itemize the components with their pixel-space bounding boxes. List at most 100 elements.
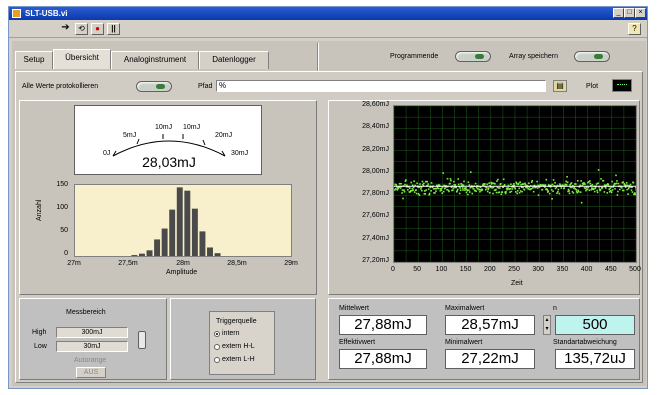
scatter-point	[569, 184, 571, 186]
scatter-point	[612, 186, 614, 188]
run-arrow-icon[interactable]: ➔	[61, 22, 70, 33]
scatter-x-tick: 50	[413, 266, 422, 273]
scatter-point	[442, 172, 444, 174]
scatter-point	[540, 184, 543, 187]
scatter-point	[616, 194, 619, 196]
scatter-point	[597, 182, 599, 185]
scatter-point	[555, 186, 558, 189]
scatter-point	[528, 182, 530, 184]
trigger-box: Triggerquelle intern extern H-L extern L…	[209, 311, 275, 375]
effektivwert-label: Effektivwert	[339, 339, 376, 346]
context-help-icon[interactable]: ?	[628, 23, 641, 35]
scatter-x-tick: 500	[629, 266, 641, 273]
array-speichern-toggle[interactable]	[574, 51, 610, 62]
n-input[interactable]: 500	[555, 315, 635, 335]
tab-setup[interactable]: Setup	[15, 51, 53, 69]
scatter-point	[438, 184, 441, 186]
hist-y-tick: 100	[56, 204, 68, 211]
tab-uebersicht[interactable]: Übersicht	[53, 49, 111, 69]
scatter-point	[411, 184, 414, 187]
tab-analoginstrument[interactable]: Analoginstrument	[111, 51, 199, 69]
scatter-point	[482, 184, 484, 186]
maximize-button[interactable]: □	[624, 8, 635, 18]
scatter-point	[525, 186, 528, 189]
scatter-point	[404, 183, 406, 186]
scatter-point	[430, 182, 433, 184]
scatter-point	[617, 190, 619, 193]
pause-icon[interactable]: ||	[107, 23, 120, 35]
scatter-point	[575, 190, 578, 193]
left-display-area: 0J 5mJ 10mJ 10mJ 20mJ 30mJ 28,03mJ 150 1…	[19, 100, 317, 295]
scatter-point	[475, 190, 477, 193]
scatter-point	[511, 188, 514, 190]
scatter-point	[536, 187, 539, 189]
scatter-point	[410, 189, 413, 192]
scatter-point	[423, 182, 425, 185]
scatter-point	[624, 184, 626, 187]
folder-browse-icon[interactable]: ▤	[553, 80, 567, 92]
scatter-point	[546, 189, 549, 191]
std-label: Standartabweichung	[553, 339, 617, 346]
scatter-point	[463, 187, 466, 190]
scatter-point	[591, 188, 594, 191]
scatter-point	[445, 186, 448, 188]
pfad-input[interactable]: %	[216, 80, 546, 92]
scatter-point	[454, 184, 457, 186]
scatter-point	[507, 184, 510, 187]
scatter-point	[520, 186, 523, 189]
scatter-point	[412, 189, 414, 191]
range-slider-icon[interactable]	[138, 331, 146, 349]
trigger-radio-extern-hl[interactable]	[214, 344, 220, 350]
scatter-point	[452, 189, 454, 191]
scatter-point	[531, 187, 534, 189]
scatter-point	[630, 189, 633, 192]
scatter-point	[627, 193, 629, 195]
hist-x-tick: 28,5m	[227, 260, 247, 267]
scatter-point	[435, 187, 438, 190]
abort-icon[interactable]: ●	[91, 23, 104, 35]
scatter-point	[596, 189, 598, 192]
low-field[interactable]: 30mJ	[56, 341, 128, 352]
scatter-point	[449, 182, 451, 185]
scatter-point	[606, 192, 609, 194]
scatter-point	[398, 182, 401, 185]
close-button[interactable]: ×	[635, 8, 646, 18]
scatter-point	[476, 187, 479, 190]
scatter-point	[418, 194, 421, 197]
autorange-label: Autorange	[74, 357, 107, 364]
minimize-button[interactable]: _	[613, 8, 624, 18]
scatter-point	[447, 189, 450, 192]
scatter-point	[613, 184, 615, 187]
tab-label: Setup	[23, 55, 45, 64]
tab-datenlogger[interactable]: Datenlogger	[199, 51, 269, 69]
plot-legend-icon[interactable]	[612, 79, 632, 92]
scatter-point	[533, 184, 536, 187]
scatter-point	[461, 187, 464, 189]
scatter-point	[559, 183, 561, 185]
scatter-point	[465, 191, 468, 194]
histogram-bar	[184, 190, 191, 256]
scatter-point	[435, 190, 437, 192]
programmende-toggle[interactable]	[455, 51, 491, 62]
scatter-point	[605, 187, 607, 189]
scatter-point	[506, 188, 508, 191]
scatter-point	[452, 187, 455, 189]
tab-bar: Setup Übersicht Analoginstrument Datenlo…	[15, 49, 310, 71]
scatter-point	[547, 184, 550, 186]
meter-tick-label: 20mJ	[215, 132, 233, 139]
scatter-point	[433, 192, 435, 194]
scatter-point	[627, 187, 630, 190]
high-field[interactable]: 300mJ	[56, 327, 128, 338]
protokoll-toggle[interactable]	[136, 81, 172, 92]
scatter-point	[517, 183, 520, 186]
n-label: n	[553, 305, 557, 312]
trigger-radio-intern[interactable]	[214, 331, 220, 337]
autorange-button[interactable]: AUS	[76, 367, 106, 378]
scatter-point	[631, 186, 633, 189]
run-continuously-icon[interactable]: ⟲	[75, 23, 88, 35]
scatter-point	[570, 182, 572, 185]
scatter-point	[576, 191, 579, 194]
scatter-point	[545, 178, 548, 181]
trigger-radio-extern-lh[interactable]	[214, 357, 220, 363]
n-stepper[interactable]: ▴ ▾	[543, 315, 551, 335]
